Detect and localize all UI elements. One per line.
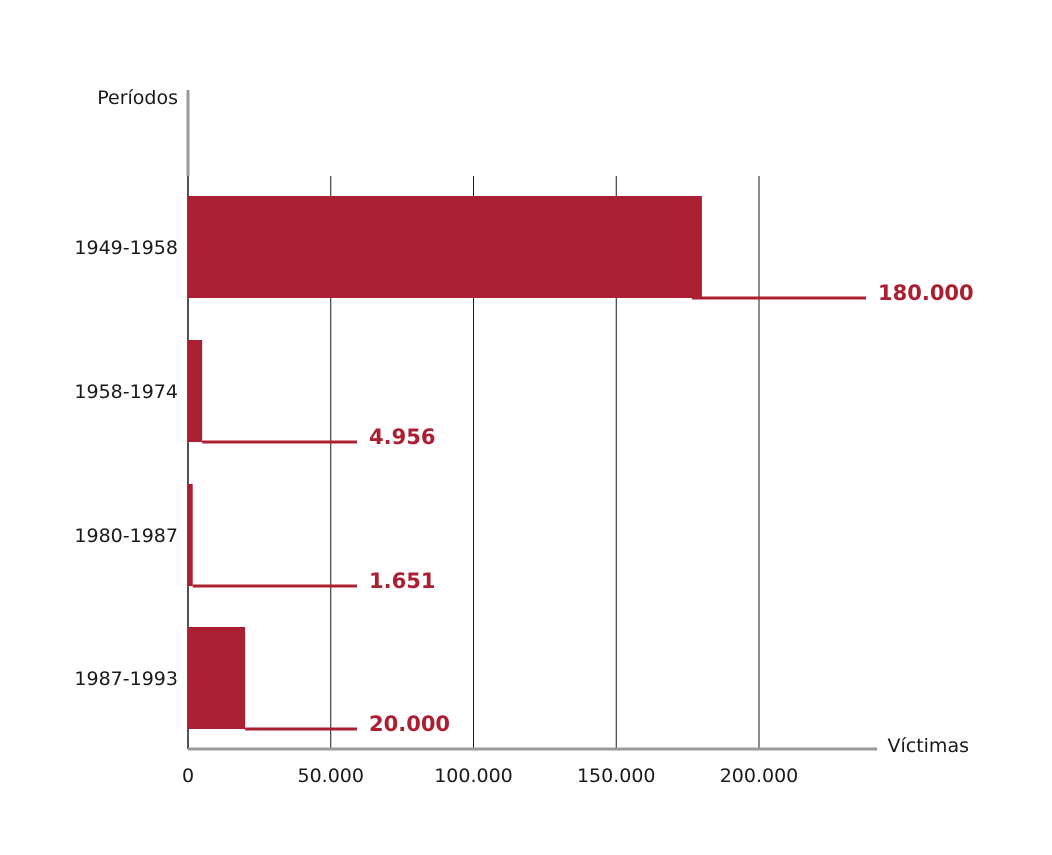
category-label: 1980-1987 (74, 525, 178, 547)
x-tick-label: 0 (182, 765, 194, 787)
data-label: 180.000 (878, 281, 974, 305)
x-tick-label: 200.000 (720, 765, 799, 787)
x-tick-label: 50.000 (298, 765, 364, 787)
category-label: 1949-1958 (74, 237, 178, 259)
bars (188, 196, 866, 731)
bar (188, 484, 193, 586)
bar (188, 627, 246, 729)
axes (186, 90, 877, 751)
x-tick-label: 100.000 (434, 765, 513, 787)
x-tick-label: 150.000 (577, 765, 656, 787)
bar (188, 340, 203, 442)
labels: 0 50.000 100.000 150.000 200.000 Períodos Víct… (74, 87, 973, 787)
bar (188, 196, 702, 298)
data-label: 20.000 (369, 712, 450, 736)
data-label: 4.956 (369, 425, 435, 449)
category-label: 1987-1993 (74, 668, 178, 690)
category-label: 1958-1974 (74, 381, 178, 403)
data-label: 1.651 (369, 569, 435, 593)
y-axis-title: Períodos (97, 87, 178, 109)
x-axis-title: Víctimas (887, 735, 969, 757)
